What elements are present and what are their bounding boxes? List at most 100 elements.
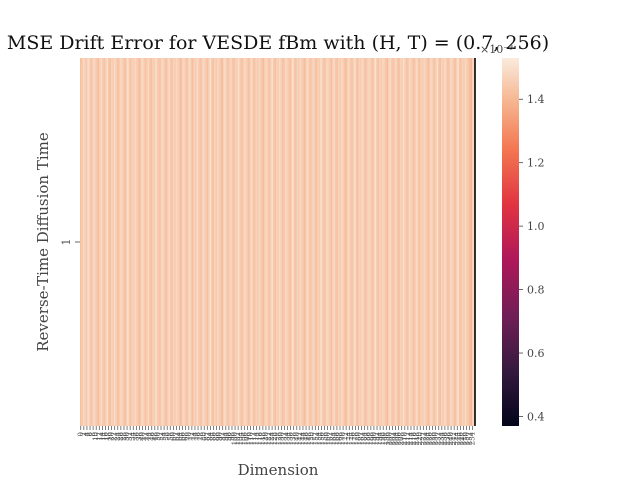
heatmap-cell bbox=[200, 58, 203, 426]
heatmap-cell bbox=[131, 58, 134, 426]
heatmap-cell bbox=[298, 58, 300, 426]
heatmap-cell bbox=[211, 58, 213, 426]
x-tick-label: 182 bbox=[358, 432, 366, 445]
x-tick-label: 144 bbox=[299, 431, 307, 445]
heatmap-cell bbox=[327, 58, 330, 426]
x-tick-label: 220 bbox=[416, 432, 424, 445]
x-tick-label: 216 bbox=[410, 431, 418, 445]
x-tick-label: 62 bbox=[172, 432, 180, 441]
x-tick-label: 202 bbox=[388, 432, 396, 445]
x-tick-label: 126 bbox=[271, 431, 279, 445]
x-tick-label: 82 bbox=[203, 432, 211, 441]
heatmap-cell bbox=[290, 58, 293, 426]
heatmap-cell bbox=[469, 58, 471, 426]
heatmap-cell bbox=[354, 58, 356, 426]
heatmap-cell bbox=[414, 58, 417, 426]
heatmap-cell bbox=[242, 58, 244, 426]
x-axis-ticks: 0246810121416182022242628303234363840424… bbox=[77, 426, 477, 445]
x-tick-label: 20 bbox=[108, 432, 116, 441]
y-tick-label: 1 bbox=[60, 239, 73, 246]
heatmap-cell bbox=[119, 58, 122, 426]
heatmap-cell bbox=[231, 58, 234, 426]
x-tick-label: 224 bbox=[422, 431, 430, 445]
heatmap-cell bbox=[214, 58, 216, 426]
heatmap-cell bbox=[314, 58, 317, 426]
heatmap-cell bbox=[256, 58, 259, 426]
x-tick-label: 72 bbox=[188, 432, 196, 441]
y-axis-ticks: 1 bbox=[60, 239, 80, 246]
heatmap-cell bbox=[454, 58, 457, 426]
x-tick-label: 250 bbox=[463, 432, 471, 445]
heatmap-cell bbox=[228, 58, 231, 426]
heatmap-cell bbox=[259, 58, 262, 426]
heatmap-cell bbox=[94, 58, 97, 426]
heatmap-cell bbox=[273, 58, 275, 426]
heatmap-cell bbox=[193, 58, 196, 426]
x-tick-label: 252 bbox=[466, 432, 474, 445]
heatmap-cell bbox=[464, 58, 467, 426]
heatmap-cell bbox=[461, 58, 464, 426]
heatmap-cell bbox=[352, 58, 355, 426]
heatmap-cell bbox=[452, 58, 455, 426]
colorbar-tick-label: 0.4 bbox=[527, 410, 545, 423]
x-tick-label: 50 bbox=[154, 432, 162, 441]
heatmap-cell bbox=[435, 58, 438, 426]
heatmap-cell bbox=[177, 58, 180, 426]
heatmap-cell bbox=[399, 58, 402, 426]
x-tick-label: 140 bbox=[293, 432, 301, 445]
heatmap-cell bbox=[371, 58, 374, 426]
heatmap-cell bbox=[368, 58, 371, 426]
x-tick-label: 116 bbox=[256, 431, 264, 445]
x-tick-label: 86 bbox=[209, 431, 217, 440]
x-tick-label: 64 bbox=[176, 431, 184, 440]
x-tick-label: 204 bbox=[392, 431, 400, 445]
x-tick-label: 244 bbox=[453, 431, 461, 445]
heatmap-cell bbox=[442, 58, 445, 426]
heatmap-cell bbox=[457, 58, 460, 426]
heatmap-cell bbox=[321, 58, 324, 426]
heatmap-cell bbox=[312, 58, 315, 426]
heatmap-cell bbox=[221, 58, 224, 426]
heatmap-cell bbox=[420, 58, 423, 426]
heatmap-cell bbox=[130, 58, 132, 426]
heatmap-cell bbox=[348, 58, 351, 426]
heatmap-cell bbox=[146, 58, 149, 426]
heatmap-cell bbox=[451, 58, 454, 426]
heatmap-cell bbox=[396, 58, 399, 426]
heatmap-cell bbox=[108, 58, 110, 426]
heatmap-cell bbox=[258, 58, 261, 426]
heatmap-cell bbox=[455, 58, 458, 426]
x-tick-label: 246 bbox=[456, 431, 464, 445]
heatmap-cell bbox=[169, 58, 172, 426]
x-tick-label: 18 bbox=[105, 432, 113, 441]
heatmap-cell bbox=[186, 58, 188, 426]
heatmap-cell bbox=[265, 58, 268, 426]
heatmap-cell bbox=[255, 58, 258, 426]
heatmap-cell bbox=[159, 58, 162, 426]
heatmap-cell bbox=[134, 58, 137, 426]
x-tick-label: 68 bbox=[182, 432, 190, 441]
x-tick-label: 2 bbox=[80, 432, 88, 436]
heatmap-cell bbox=[405, 58, 408, 426]
x-tick-label: 134 bbox=[284, 431, 292, 445]
x-tick-label: 212 bbox=[404, 432, 412, 445]
heatmap-cell bbox=[225, 58, 228, 426]
heatmap-cell bbox=[125, 58, 128, 426]
heatmap-cell bbox=[280, 58, 283, 426]
heatmap-cell bbox=[171, 58, 174, 426]
x-tick-label: 142 bbox=[296, 432, 304, 445]
heatmap-cell bbox=[90, 58, 93, 426]
x-tick-label: 76 bbox=[194, 431, 202, 440]
x-tick-label: 190 bbox=[370, 432, 378, 445]
heatmap-cell bbox=[407, 58, 410, 426]
heatmap-cell bbox=[305, 58, 308, 426]
heatmap-cell bbox=[470, 58, 473, 426]
heatmap-cell bbox=[178, 58, 181, 426]
heatmap-cell bbox=[343, 58, 346, 426]
heatmap-cell bbox=[144, 58, 147, 426]
heatmap-cell bbox=[81, 58, 84, 426]
heatmap-cell bbox=[152, 58, 155, 426]
heatmap-cell bbox=[385, 58, 387, 426]
heatmap-cell bbox=[418, 58, 421, 426]
heatmap-cell bbox=[439, 58, 442, 426]
